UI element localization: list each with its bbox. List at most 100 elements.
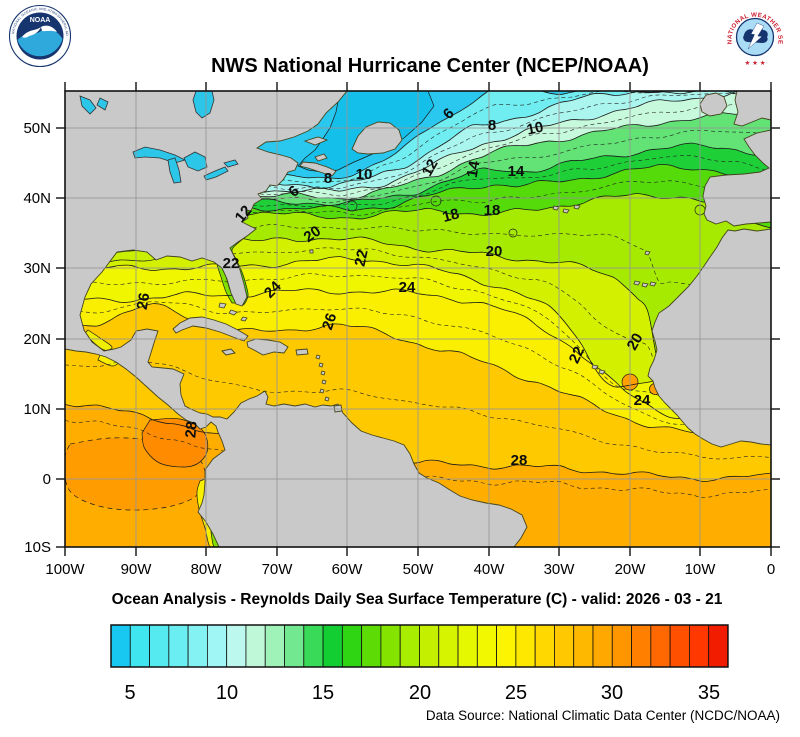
dashed-contour bbox=[65, 100, 771, 197]
small-island bbox=[218, 302, 227, 309]
colorbar-cell bbox=[264, 624, 285, 668]
colorbar-cell bbox=[341, 624, 363, 668]
dashed-contour bbox=[65, 247, 771, 382]
small-island bbox=[228, 309, 238, 316]
y-axis-label: 40N bbox=[23, 190, 51, 207]
colorbar-cell bbox=[419, 624, 440, 668]
x-axis-label: 30W bbox=[544, 561, 576, 578]
colorbar: 5 10 15 20 25 30 35 bbox=[110, 624, 729, 704]
colorbar-cell bbox=[554, 624, 575, 668]
dashed-contour bbox=[65, 91, 771, 183]
axes-layer: 100W 90W 80W 70W 60W 50W 40W 30W 20W 10W 0 50N 40N 30… bbox=[23, 82, 780, 578]
colorbar-cell bbox=[669, 624, 690, 668]
contour-label-20: 20 bbox=[486, 243, 503, 260]
x-axis-label: 0 bbox=[767, 561, 775, 578]
colorbar-frame bbox=[110, 624, 729, 668]
dashed-contour bbox=[65, 273, 771, 406]
colorbar-label: 25 bbox=[505, 682, 527, 704]
x-axis-label: 100W bbox=[45, 561, 85, 578]
contour-label-26: 26 bbox=[134, 292, 154, 311]
small-island bbox=[324, 396, 330, 402]
lake-michigan bbox=[167, 157, 182, 184]
small-island bbox=[321, 379, 327, 385]
colorbar-cell bbox=[322, 624, 343, 668]
nws-lightning-bolt-icon bbox=[747, 22, 765, 50]
colorbar-cell bbox=[168, 624, 189, 668]
land-prince-edward-island bbox=[314, 153, 328, 162]
noaa-wordmark: NOAA bbox=[30, 17, 51, 24]
small-island bbox=[573, 204, 581, 210]
land-britain bbox=[733, 91, 771, 127]
colorbar-cell bbox=[245, 624, 266, 668]
small-island bbox=[649, 281, 657, 287]
small-island bbox=[633, 280, 641, 286]
colorbar-cell bbox=[187, 624, 208, 668]
colorbar-cell bbox=[110, 624, 131, 668]
x-axis-label: 90W bbox=[121, 561, 153, 578]
contour-label-18: 18 bbox=[484, 202, 501, 219]
colorbar-cell bbox=[149, 624, 170, 668]
contour-label-26: 26 bbox=[319, 311, 340, 332]
y-axis-label: 10S bbox=[24, 539, 51, 556]
dashed-contour bbox=[65, 301, 771, 435]
colorbar-cell bbox=[515, 624, 536, 668]
land-africa bbox=[647, 228, 771, 448]
small-island bbox=[641, 282, 649, 288]
contour-label-28: 28 bbox=[511, 452, 528, 469]
contour-label-22: 22 bbox=[223, 255, 240, 272]
dashed-contour bbox=[65, 420, 771, 498]
page-title: NWS National Hurricane Center (NCEP/NOAA… bbox=[211, 55, 649, 77]
colorbar-cell bbox=[476, 624, 498, 668]
dashed-contour bbox=[65, 91, 760, 190]
data-source-note: Data Source: National Climatic Data Cent… bbox=[425, 708, 780, 723]
x-axis-label: 50W bbox=[403, 561, 435, 578]
contour-label-8: 8 bbox=[488, 117, 496, 134]
small-island bbox=[598, 369, 606, 375]
colorbar-cell bbox=[631, 624, 652, 668]
x-axis-label: 20W bbox=[615, 561, 647, 578]
y-axis-label: 10N bbox=[23, 401, 51, 418]
x-axis-label: 40W bbox=[474, 561, 506, 578]
small-island bbox=[309, 249, 314, 254]
small-island bbox=[562, 208, 570, 214]
x-axis-label: 80W bbox=[191, 561, 223, 578]
colorbar-cell bbox=[573, 624, 594, 668]
contour-label-14: 14 bbox=[508, 163, 525, 180]
eddy-contour bbox=[430, 195, 442, 207]
colorbar-cell bbox=[496, 624, 517, 668]
colorbar-cell bbox=[380, 624, 401, 668]
lake-huron bbox=[183, 151, 208, 172]
isotherm-24c bbox=[65, 288, 771, 429]
y-axis-label: 20N bbox=[23, 331, 51, 348]
colorbar-cell bbox=[708, 624, 729, 668]
colorbar-cell bbox=[689, 624, 710, 668]
map-caption: Ocean Analysis - Reynolds Daily Sea Surf… bbox=[111, 591, 723, 608]
land-europe-france-iberia bbox=[702, 129, 771, 227]
contour-label-24: 24 bbox=[634, 392, 651, 409]
dashed-contour bbox=[65, 360, 771, 460]
lake-ontario bbox=[223, 159, 239, 168]
land-layer bbox=[65, 91, 771, 547]
colorbar-cell bbox=[303, 624, 324, 668]
small-island bbox=[315, 354, 321, 360]
contour-label-10: 10 bbox=[356, 166, 373, 183]
dashed-contour bbox=[65, 129, 771, 204]
contour-label-20: 20 bbox=[301, 223, 324, 246]
colorbar-label: 35 bbox=[698, 682, 720, 704]
land-ireland bbox=[699, 92, 728, 117]
colorbar-cell bbox=[226, 624, 247, 668]
colorbar-cell bbox=[399, 624, 420, 668]
contour-label-22: 22 bbox=[352, 248, 372, 268]
colorbar-cell bbox=[611, 624, 632, 668]
isotherm-28c bbox=[65, 403, 771, 482]
contour-label-18: 18 bbox=[441, 205, 462, 226]
lake-manitoba bbox=[96, 97, 109, 111]
contour-label-28: 28 bbox=[182, 421, 200, 439]
colorbar-cell bbox=[361, 624, 382, 668]
y-axis-label: 0 bbox=[43, 471, 51, 488]
lake-winnipeg bbox=[79, 95, 97, 115]
contour-label-10: 10 bbox=[525, 119, 545, 139]
y-axis-label: 50N bbox=[23, 120, 51, 137]
